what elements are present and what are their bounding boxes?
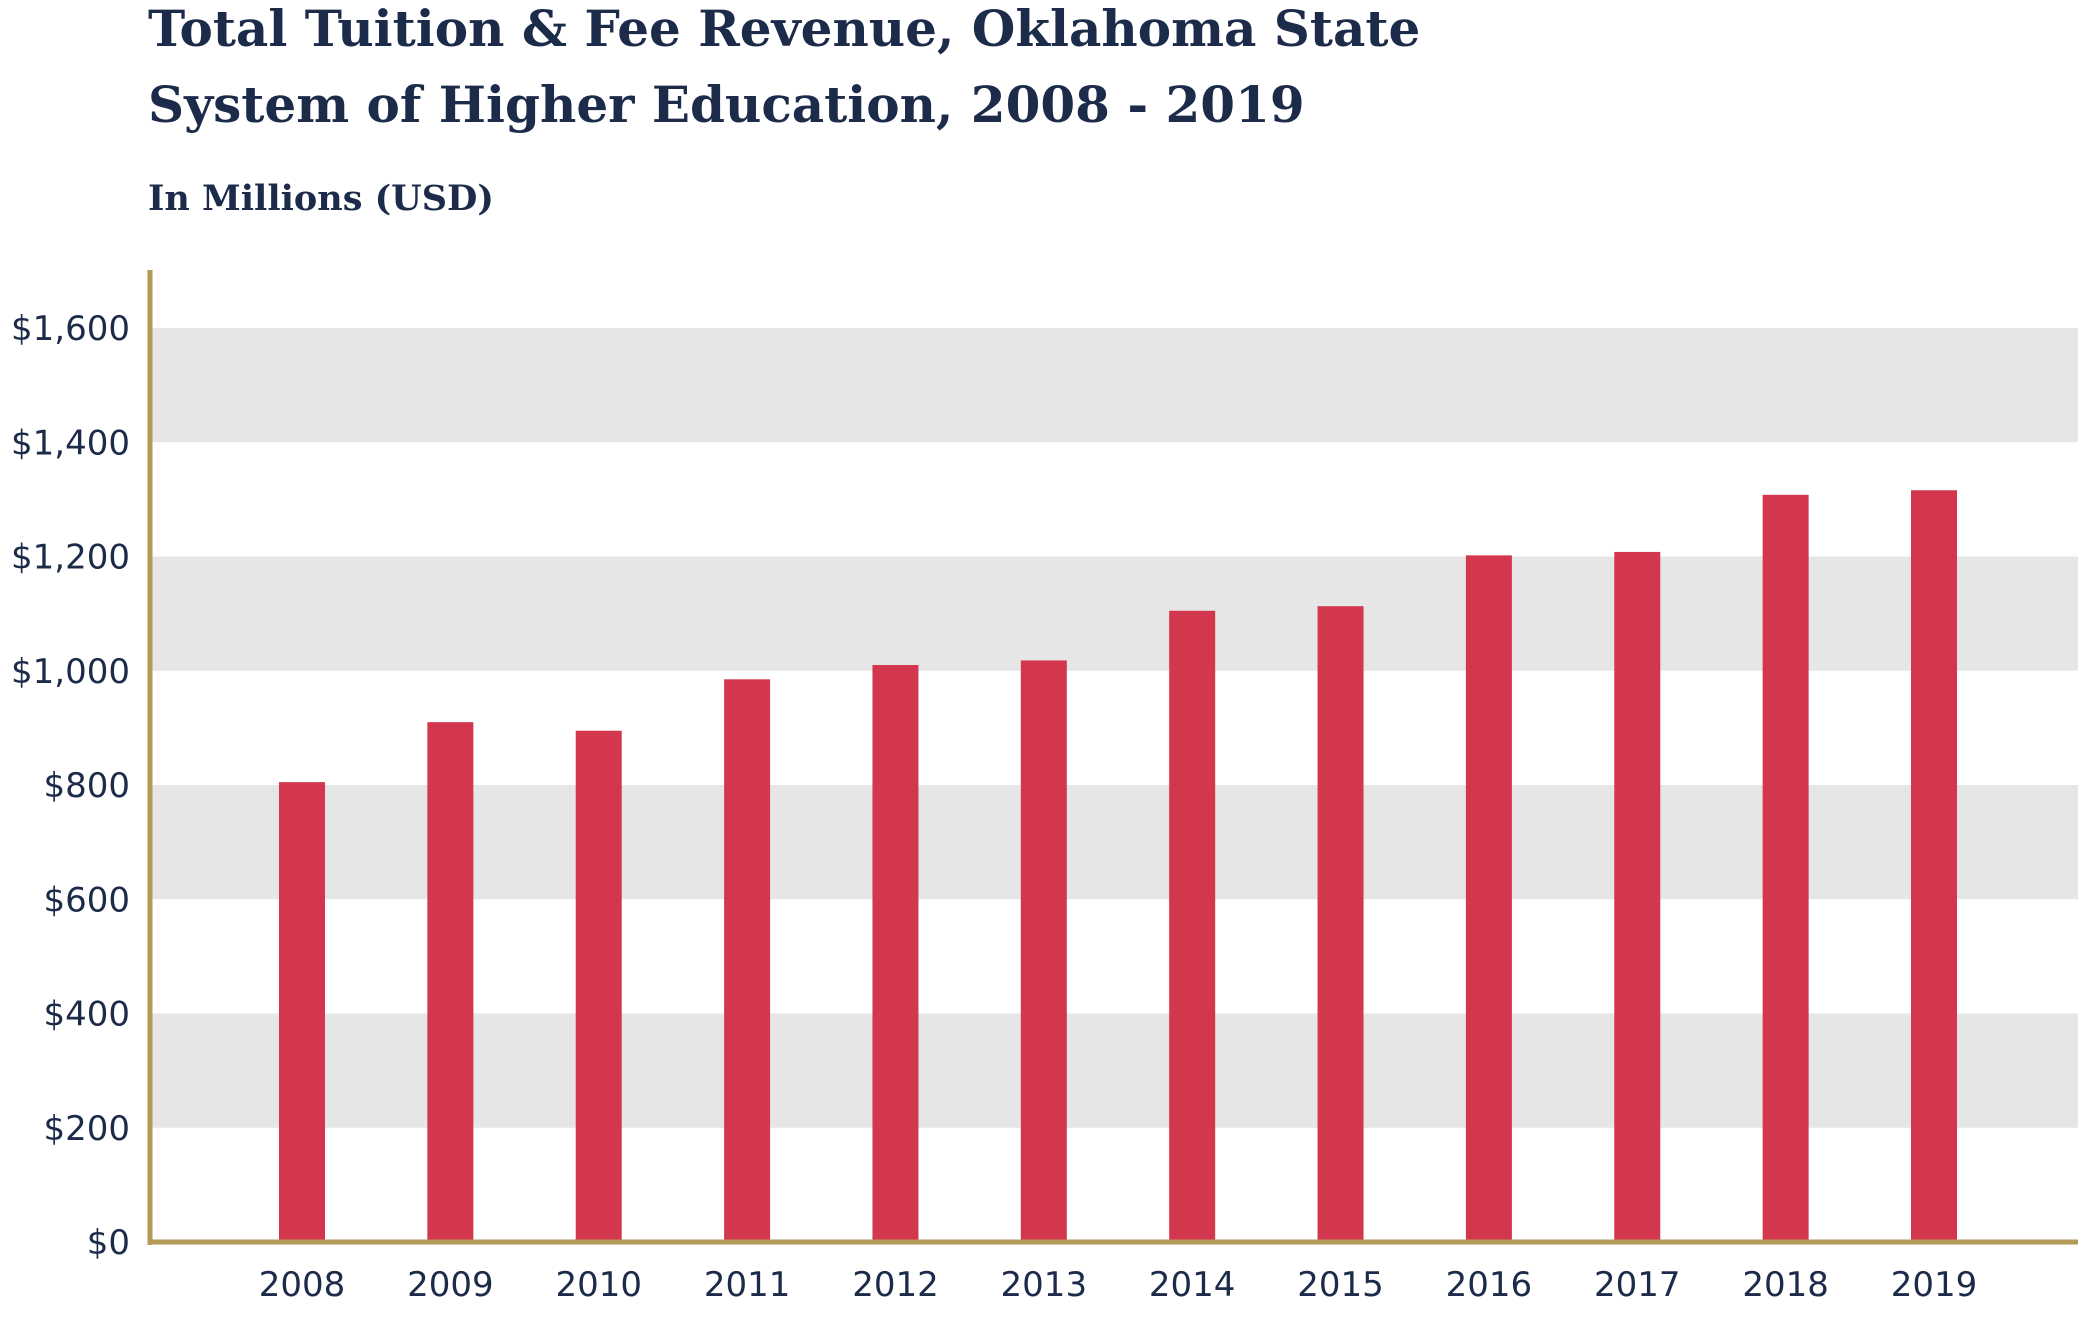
x-tick-label-2013: 2013 xyxy=(1001,1265,1088,1305)
x-tick-label-2010: 2010 xyxy=(555,1265,642,1305)
bar-2012 xyxy=(872,665,919,1242)
x-tick-label-2012: 2012 xyxy=(852,1265,939,1305)
x-tick-label-2016: 2016 xyxy=(1446,1265,1533,1305)
bar-2015 xyxy=(1317,606,1364,1242)
x-tick-label-2011: 2011 xyxy=(704,1265,791,1305)
bar-2016 xyxy=(1465,555,1512,1242)
y-tick-label-400: $400 xyxy=(43,995,130,1035)
bar-2009 xyxy=(427,722,474,1242)
bar-2013 xyxy=(1020,660,1067,1242)
y-tick-label-200: $200 xyxy=(43,1109,130,1149)
grid-band-1000-1200 xyxy=(150,556,2078,671)
bars xyxy=(279,490,1957,1242)
bar-2018 xyxy=(1762,494,1809,1242)
gridline-bands xyxy=(150,328,2078,1128)
bar-2017 xyxy=(1614,551,1661,1242)
x-tick-label-2018: 2018 xyxy=(1742,1265,1829,1305)
y-tick-label-600: $600 xyxy=(43,880,130,920)
x-tick-label-2015: 2015 xyxy=(1297,1265,1384,1305)
bar-2019 xyxy=(1911,490,1957,1242)
y-tick-label-1000: $1,000 xyxy=(11,652,130,692)
bar-2014 xyxy=(1169,610,1216,1242)
y-tick-labels: $0 $200 $400 $600 $800 $1,000 $1,200 $1,400 $1,6… xyxy=(11,309,130,1263)
x-tick-label-2008: 2008 xyxy=(259,1265,346,1305)
x-tick-label-2009: 2009 xyxy=(407,1265,494,1305)
y-tick-label-800: $800 xyxy=(43,766,130,806)
chart-subtitle: In Millions (USD) xyxy=(148,178,494,219)
chart-title-line-2: System of Higher Education, 2008 - 2019 xyxy=(148,75,1305,134)
y-tick-label-1600: $1,600 xyxy=(11,309,130,349)
y-tick-label-1400: $1,400 xyxy=(11,423,130,463)
bar-2008 xyxy=(279,782,325,1242)
y-tick-label-1200: $1,200 xyxy=(11,538,130,578)
bar-2010 xyxy=(575,730,622,1242)
x-tick-label-2019: 2019 xyxy=(1891,1265,1978,1305)
y-tick-label-0: $0 xyxy=(87,1223,130,1263)
chart-title-line-1: Total Tuition & Fee Revenue, Oklahoma St… xyxy=(148,0,1420,58)
grid-band-1400-1600 xyxy=(150,328,2078,443)
x-tick-labels: 2008 2009 2010 2011 2012 2013 2014 2015 2016 2017… xyxy=(259,1265,1978,1305)
x-tick-label-2017: 2017 xyxy=(1594,1265,1681,1305)
bar-2011 xyxy=(724,679,771,1242)
x-tick-label-2014: 2014 xyxy=(1149,1265,1236,1305)
axes xyxy=(147,270,2078,1245)
